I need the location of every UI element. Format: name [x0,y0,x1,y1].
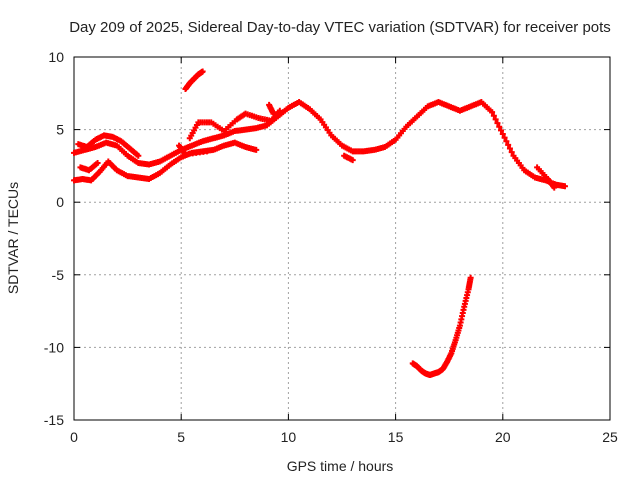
data-point [135,152,142,159]
data-point [551,184,558,191]
data-point [270,110,277,117]
series-negative-arc [409,274,474,378]
x-tick-label: 15 [388,429,404,445]
y-tick-label: 10 [48,49,64,65]
data-point [496,123,503,130]
data-point [561,183,568,190]
x-tick-label: 10 [281,429,297,445]
y-tick-label: -10 [44,339,64,355]
chart-title: Day 209 of 2025, Sidereal Day-to-day VTE… [69,19,611,36]
data-point [94,159,101,166]
grid-layer [74,57,610,420]
series-isolated-arc [182,68,206,92]
x-tick-label: 20 [495,429,511,445]
data-point [490,112,497,119]
data-point [203,148,210,155]
x-tick-label: 0 [70,429,78,445]
x-tick-label: 5 [177,429,185,445]
series-short-tracks [77,101,558,191]
data-point [494,120,501,127]
y-tick-label: 0 [56,194,64,210]
data-point [199,68,206,75]
data-point [498,127,505,134]
series-main-track [71,99,568,190]
data-point [276,107,283,114]
tick-layer: 0 5 10 15 20 25 -15 -10 -5 0 5 10 [44,49,618,445]
data-point [501,134,508,141]
data-point [505,141,512,148]
series-upper-tracks [75,107,283,159]
y-tick-label: 5 [56,122,64,138]
y-axis-label: SDTVAR / TECUs [5,182,21,294]
x-tick-label: 25 [602,429,618,445]
data-layer [71,68,568,378]
data-point [489,109,496,116]
data-point [506,145,513,152]
data-point [253,146,260,153]
data-point [499,130,506,137]
x-axis-label: GPS time / hours [287,458,394,474]
y-tick-label: -15 [44,412,64,428]
y-tick-label: -5 [52,267,65,283]
data-point [503,138,510,145]
data-point [492,116,499,123]
plot-frame [73,56,611,421]
data-point [508,149,515,156]
data-point [467,274,474,281]
data-point [349,157,356,164]
